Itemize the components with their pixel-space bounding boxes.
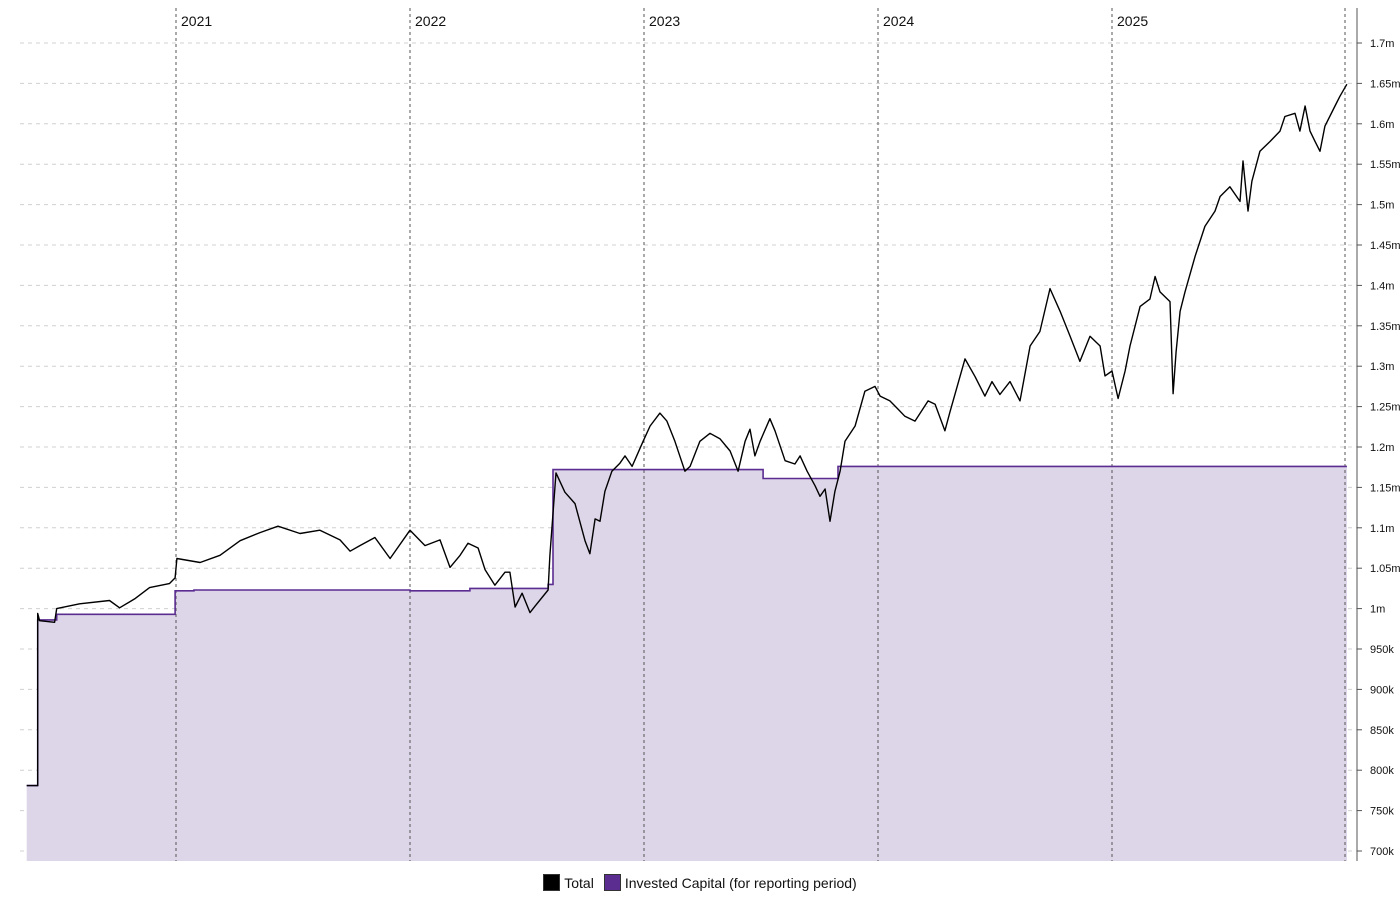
y-tick-label: 1.6m: [1370, 119, 1394, 131]
y-axis: 700k 750k 800k 850k 900k 950k 1m 1.05m 1.1m 1.15m…: [1356, 8, 1400, 861]
legend-label-total: Total: [564, 874, 594, 891]
x-year-label: 2023: [649, 13, 680, 29]
y-tick-label: 1.3m: [1370, 361, 1394, 373]
legend-item-total[interactable]: Total: [543, 874, 594, 891]
legend-item-invested-capital[interactable]: Invested Capital (for reporting period): [603, 874, 857, 891]
y-tick-label: 700k: [1370, 846, 1394, 858]
legend-label-invested-capital: Invested Capital (for reporting period): [624, 874, 857, 891]
portfolio-chart[interactable]: 2021 2022 2023 2024 2025 700k 750k 800k 850k 900…: [0, 0, 1400, 865]
total-line: [26, 83, 1348, 787]
y-tick-label: 750k: [1370, 806, 1394, 818]
y-tick-label: 1.15m: [1370, 482, 1400, 494]
legend: Total Invested Capital (for reporting pe…: [0, 874, 1400, 891]
x-year-label: 2022: [415, 13, 446, 29]
y-tick-label: 900k: [1370, 684, 1394, 696]
x-year-label: 2021: [181, 13, 212, 29]
y-tick-label: 800k: [1370, 765, 1394, 777]
y-tick-label: 1.55m: [1370, 159, 1400, 171]
invested-capital-line: [26, 465, 1347, 787]
series-lines: [26, 83, 1348, 787]
total-swatch-icon: [543, 874, 561, 891]
y-tick-label: 1.25m: [1370, 402, 1400, 414]
y-tick-label: 950k: [1370, 644, 1394, 656]
invested-capital-area: [26, 466, 1347, 861]
x-year-label: 2024: [883, 13, 914, 29]
y-tick-label: 1.05m: [1370, 563, 1400, 575]
y-tick-label: 1m: [1370, 604, 1385, 616]
invested-capital-swatch-icon: [603, 874, 621, 891]
y-tick-label: 1.2m: [1370, 442, 1394, 454]
y-tick-label: 1.1m: [1370, 523, 1394, 535]
y-tick-label: 1.35m: [1370, 321, 1400, 333]
year-gridlines: 2021 2022 2023 2024 2025: [175, 8, 1346, 861]
x-year-label: 2025: [1117, 13, 1148, 29]
y-tick-label: 1.65m: [1370, 78, 1400, 90]
y-tick-label: 1.5m: [1370, 200, 1394, 212]
y-tick-label: 1.45m: [1370, 240, 1400, 252]
y-tick-label: 1.7m: [1370, 38, 1394, 50]
y-tick-label: 1.4m: [1370, 280, 1394, 292]
y-tick-label: 850k: [1370, 725, 1394, 737]
